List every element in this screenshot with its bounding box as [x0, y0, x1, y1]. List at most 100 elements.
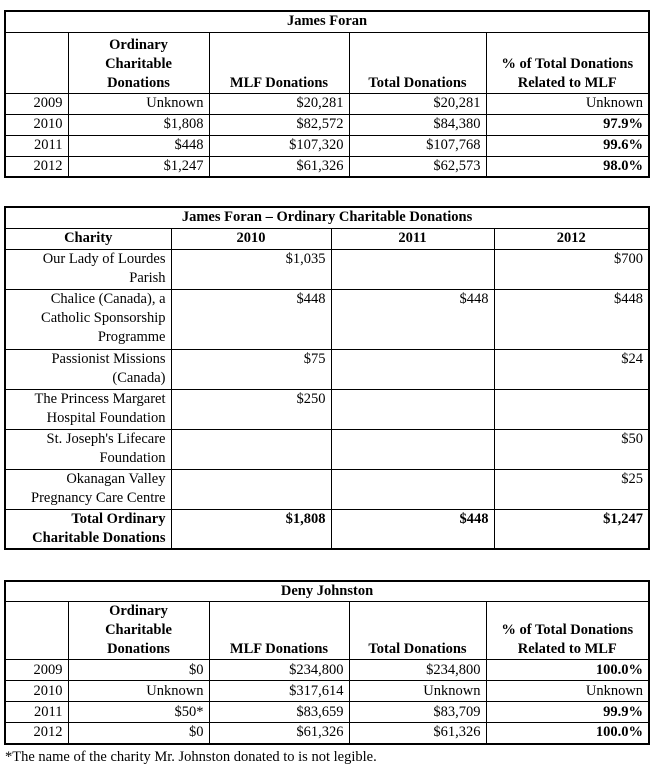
total-cell: $234,800: [348, 659, 487, 681]
total-2011-cell: $448: [330, 508, 495, 549]
johnston-summary-table: Deny Johnston Ordinary Charitable Donati…: [4, 579, 651, 745]
total-label-cell: Total Ordinary Charitable Donations: [4, 508, 172, 549]
amount-2012-cell: $24: [493, 348, 650, 390]
charity-name-cell: St. Joseph's Lifecare Foundation: [4, 428, 172, 470]
ordinary-cell: $0: [67, 722, 210, 744]
year-cell: 2010: [4, 113, 69, 136]
table-row: The Princess Margaret Hospital Foundatio…: [4, 388, 650, 430]
pct-cell: 100.0%: [485, 722, 650, 744]
header-total-donations: Total Donations: [348, 31, 487, 94]
year-cell: 2011: [4, 134, 69, 157]
table-row: Okanagan Valley Pregnancy Care Centre $2…: [4, 468, 650, 510]
header-total-donations: Total Donations: [348, 601, 487, 660]
table-gap: [4, 550, 652, 580]
amount-2010-cell: [170, 468, 332, 510]
total-2010-cell: $1,808: [170, 508, 332, 549]
table-title-row: James Foran – Ordinary Charitable Donati…: [4, 206, 650, 229]
pct-cell: Unknown: [485, 92, 650, 115]
header-2011: 2011: [330, 227, 495, 250]
amount-2012-cell: $25: [493, 468, 650, 510]
amount-2012-cell: $448: [493, 288, 650, 350]
pct-cell: 99.9%: [485, 701, 650, 723]
table-header-row: Ordinary Charitable Donations MLF Donati…: [4, 601, 650, 660]
ordinary-cell: Unknown: [67, 92, 210, 115]
mlf-cell: $317,614: [208, 680, 350, 702]
mlf-cell: $20,281: [208, 92, 350, 115]
table-title-row: Deny Johnston: [4, 580, 650, 602]
header-mlf-donations: MLF Donations: [208, 601, 350, 660]
header-year: [4, 601, 69, 660]
table-row: 2009 Unknown $20,281 $20,281 Unknown: [4, 92, 650, 115]
foran-charities-title: James Foran – Ordinary Charitable Donati…: [4, 206, 650, 229]
foran-charities-table: James Foran – Ordinary Charitable Donati…: [4, 206, 651, 550]
charity-name-cell: Chalice (Canada), a Catholic Sponsorship…: [4, 288, 172, 350]
header-charity: Charity: [4, 227, 172, 250]
year-cell: 2010: [4, 680, 69, 702]
ordinary-cell: $1,808: [67, 113, 210, 136]
table-header-row: Ordinary Charitable Donations MLF Donati…: [4, 31, 650, 94]
charity-name-cell: The Princess Margaret Hospital Foundatio…: [4, 388, 172, 430]
mlf-cell: $107,320: [208, 134, 350, 157]
mlf-cell: $234,800: [208, 659, 350, 681]
charity-name-cell: Our Lady of Lourdes Parish: [4, 248, 172, 290]
header-ordinary-donations: Ordinary Charitable Donations: [67, 31, 210, 94]
table-gap: [4, 178, 652, 206]
mlf-cell: $82,572: [208, 113, 350, 136]
year-cell: 2009: [4, 659, 69, 681]
pct-cell: Unknown: [485, 680, 650, 702]
table-row: 2012 $0 $61,326 $61,326 100.0%: [4, 722, 650, 744]
mlf-cell: $61,326: [208, 155, 350, 178]
pct-cell: 98.0%: [485, 155, 650, 178]
header-2012: 2012: [493, 227, 650, 250]
pct-cell: 99.6%: [485, 134, 650, 157]
foran-summary-title: James Foran: [4, 10, 650, 33]
table-row: Chalice (Canada), a Catholic Sponsorship…: [4, 288, 650, 350]
table-total-row: Total Ordinary Charitable Donations $1,8…: [4, 508, 650, 549]
charity-name-cell: Okanagan Valley Pregnancy Care Centre: [4, 468, 172, 510]
year-cell: 2012: [4, 722, 69, 744]
total-cell: $61,326: [348, 722, 487, 744]
table-row: 2012 $1,247 $61,326 $62,573 98.0%: [4, 155, 650, 178]
header-mlf-donations: MLF Donations: [208, 31, 350, 94]
amount-2011-cell: [330, 428, 495, 470]
ordinary-cell: $0: [67, 659, 210, 681]
pct-cell: 100.0%: [485, 659, 650, 681]
pct-cell: 97.9%: [485, 113, 650, 136]
table-row: 2010 $1,808 $82,572 $84,380 97.9%: [4, 113, 650, 136]
header-pct-mlf: % of Total Donations Related to MLF: [485, 601, 650, 660]
year-cell: 2009: [4, 92, 69, 115]
table-header-row: Charity 2010 2011 2012: [4, 227, 650, 250]
header-ordinary-donations: Ordinary Charitable Donations: [67, 601, 210, 660]
ordinary-cell: Unknown: [67, 680, 210, 702]
charity-name-cell: Passionist Missions (Canada): [4, 348, 172, 390]
foran-summary-table: James Foran Ordinary Charitable Donation…: [4, 10, 651, 178]
amount-2010-cell: $75: [170, 348, 332, 390]
header-year: [4, 31, 69, 94]
ordinary-cell: $50*: [67, 701, 210, 723]
amount-2010-cell: [170, 428, 332, 470]
year-cell: 2011: [4, 701, 69, 723]
table-row: 2011 $448 $107,320 $107,768 99.6%: [4, 134, 650, 157]
header-2010: 2010: [170, 227, 332, 250]
mlf-cell: $83,659: [208, 701, 350, 723]
table-row: 2011 $50* $83,659 $83,709 99.9%: [4, 701, 650, 723]
ordinary-cell: $1,247: [67, 155, 210, 178]
amount-2010-cell: $1,035: [170, 248, 332, 290]
table-row: St. Joseph's Lifecare Foundation $50: [4, 428, 650, 470]
header-pct-mlf: % of Total Donations Related to MLF: [485, 31, 650, 94]
amount-2012-cell: [493, 388, 650, 430]
table-row: Our Lady of Lourdes Parish $1,035 $700: [4, 248, 650, 290]
table-row: 2009 $0 $234,800 $234,800 100.0%: [4, 659, 650, 681]
total-cell: $83,709: [348, 701, 487, 723]
footnote-text: *The name of the charity Mr. Johnston do…: [5, 748, 377, 765]
table-title-row: James Foran: [4, 10, 650, 33]
amount-2011-cell: [330, 248, 495, 290]
johnston-summary-title: Deny Johnston: [4, 580, 650, 602]
total-cell: $84,380: [348, 113, 487, 136]
total-cell: $107,768: [348, 134, 487, 157]
amount-2011-cell: [330, 388, 495, 430]
total-cell: $62,573: [348, 155, 487, 178]
amount-2012-cell: $700: [493, 248, 650, 290]
mlf-cell: $61,326: [208, 722, 350, 744]
